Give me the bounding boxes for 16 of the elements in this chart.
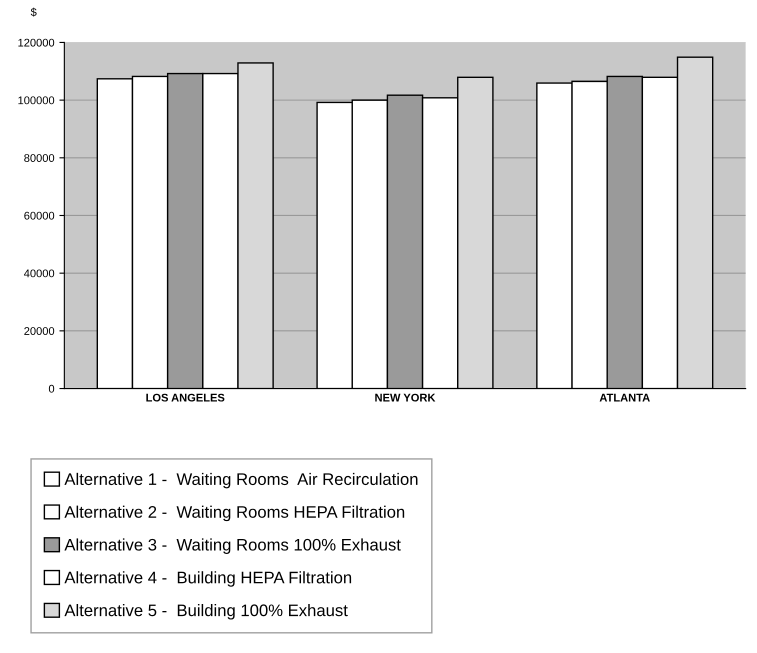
legend-label: Alternative 3 - Waiting Rooms 100% Exhaust [64, 538, 401, 554]
legend-label: Alternative 4 - Building HEPA Filtration [64, 571, 352, 587]
y-tick-label: 120000 [18, 38, 54, 47]
y-tick-label: 0 [48, 384, 54, 393]
legend-label: Alternative 1 - Waiting Rooms Air Recirculation [64, 472, 418, 488]
y-tick-label: 80000 [24, 154, 54, 162]
y-tick-label: 100000 [18, 96, 54, 104]
legend-label: Alternative 2 - Waiting Rooms HEPA Filtration [64, 506, 404, 522]
x-tick-label: NEW YORK [375, 394, 436, 402]
y-axis-title: $ [30, 8, 37, 17]
y-tick-label: 60000 [24, 212, 54, 220]
y-tick-label: 20000 [24, 327, 54, 335]
y-tick-label: 40000 [24, 269, 54, 278]
x-tick-label: LOS ANGELES [146, 394, 224, 402]
legend-label: Alternative 5 - Building 100% Exhaust [64, 604, 348, 620]
x-tick-label: ATLANTA [600, 394, 650, 402]
